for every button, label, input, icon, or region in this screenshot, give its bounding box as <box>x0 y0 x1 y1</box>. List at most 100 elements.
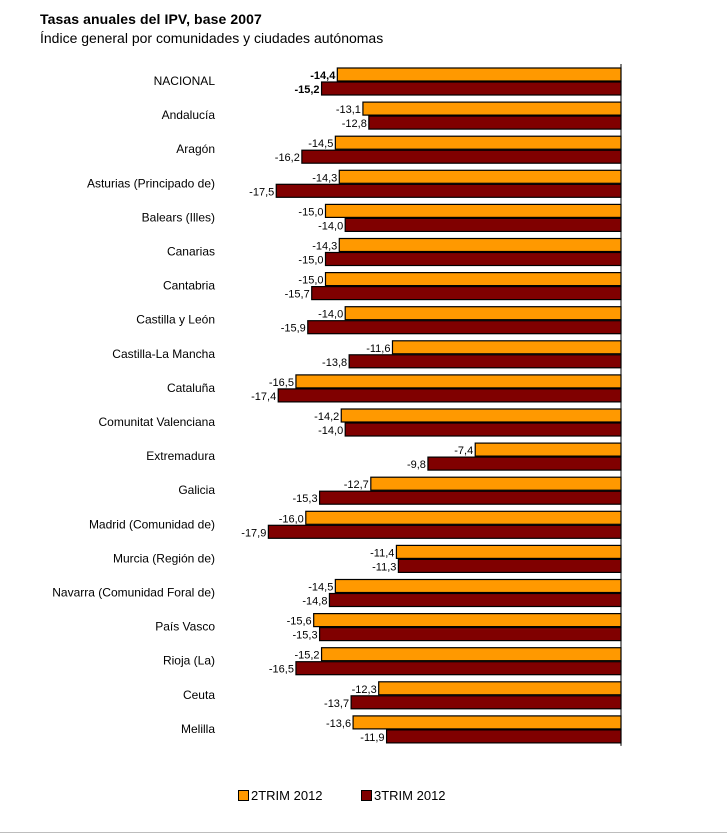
value-label-2trim-comunitat-valenciana: -14,2 <box>314 411 339 423</box>
category-label-castilla-y-leon: Castilla y León <box>136 313 215 327</box>
bar-3trim-cantabria <box>311 286 622 301</box>
bottom-divider <box>0 832 727 833</box>
bar-2trim-andalucia <box>362 101 622 116</box>
bar-3trim-aragon <box>301 149 622 164</box>
category-label-galicia: Galicia <box>178 483 215 497</box>
value-label-3trim-castilla-y-leon: -15,9 <box>281 323 306 335</box>
value-label-3trim-canarias: -15,0 <box>298 255 323 267</box>
bar-2trim-navarra-comunidad-foral-de <box>334 578 622 594</box>
legend-swatch-3trim <box>361 790 372 801</box>
bar-3trim-navarra-comunidad-foral-de <box>328 592 622 608</box>
bar-3trim-canarias <box>324 251 622 267</box>
bar-3trim-castilla-la-mancha <box>348 354 622 369</box>
bar-3trim-madrid-comunidad-de <box>267 524 622 539</box>
value-label-3trim-rioja-la: -16,5 <box>269 664 294 676</box>
chart-subtitle: Índice general por comunidades y ciudade… <box>40 30 384 46</box>
value-label-3trim-nacional: -15,2 <box>294 84 319 96</box>
bar-3trim-galicia <box>318 490 622 505</box>
value-label-2trim-madrid-comunidad-de: -16,0 <box>279 513 304 525</box>
value-label-3trim-extremadura: -9,8 <box>407 459 426 471</box>
value-label-3trim-navarra-comunidad-foral-de: -14,8 <box>302 596 327 608</box>
value-label-3trim-pais-vasco: -15,3 <box>293 630 318 642</box>
value-label-2trim-pais-vasco: -15,6 <box>287 616 312 628</box>
category-label-extremadura: Extremadura <box>146 449 215 463</box>
category-label-cataluna: Cataluña <box>167 381 215 395</box>
bar-2trim-castilla-la-mancha <box>391 340 622 355</box>
category-label-rioja-la: Rioja (La) <box>163 654 215 668</box>
value-label-3trim-comunitat-valenciana: -14,0 <box>318 425 343 437</box>
value-label-3trim-galicia: -15,3 <box>293 493 318 505</box>
bar-3trim-andalucia <box>368 115 622 130</box>
value-label-2trim-rioja-la: -15,2 <box>294 650 319 662</box>
value-label-2trim-canarias: -14,3 <box>312 241 337 253</box>
bar-2trim-pais-vasco <box>313 612 622 628</box>
legend-item-3trim: 3TRIM 2012 <box>361 788 446 803</box>
value-label-2trim-ceuta: -12,3 <box>352 684 377 696</box>
bar-2trim-asturias-principado-de <box>338 169 622 184</box>
value-label-2trim-cataluna: -16,5 <box>269 377 294 389</box>
value-label-3trim-aragon: -16,2 <box>275 152 300 164</box>
category-label-balears-illes: Balears (Illes) <box>142 210 215 224</box>
bar-3trim-asturias-principado-de <box>275 183 622 198</box>
value-label-2trim-andalucia: -13,1 <box>336 104 361 116</box>
bar-2trim-melilla <box>352 715 622 730</box>
bar-3trim-castilla-y-leon <box>307 320 622 335</box>
chart-title: Tasas anuales del IPV, base 2007 <box>40 11 262 27</box>
value-label-2trim-aragon: -14,5 <box>308 138 333 150</box>
category-label-nacional: NACIONAL <box>154 74 216 88</box>
value-label-3trim-cantabria: -15,7 <box>285 289 310 301</box>
bar-3trim-murcia-region-de <box>397 558 622 574</box>
bar-2trim-galicia <box>370 476 622 491</box>
category-label-murcia-region-de: Murcia (Región de) <box>113 551 215 565</box>
legend-item-2trim: 2TRIM 2012 <box>238 788 323 803</box>
bar-2trim-madrid-comunidad-de <box>305 510 622 525</box>
value-label-2trim-castilla-la-mancha: -11,6 <box>366 343 390 355</box>
value-label-3trim-madrid-comunidad-de: -17,9 <box>241 527 266 539</box>
value-label-3trim-asturias-principado-de: -17,5 <box>249 186 274 198</box>
value-label-3trim-cataluna: -17,4 <box>251 391 276 403</box>
legend-label-2trim: 2TRIM 2012 <box>251 788 323 803</box>
category-label-madrid-comunidad-de: Madrid (Comunidad de) <box>89 517 215 531</box>
category-label-castilla-la-mancha: Castilla-La Mancha <box>112 347 215 361</box>
bar-3trim-balears-illes <box>344 217 622 232</box>
category-label-ceuta: Ceuta <box>183 688 215 702</box>
value-label-2trim-asturias-principado-de: -14,3 <box>312 172 337 184</box>
bar-2trim-canarias <box>338 237 622 253</box>
value-label-2trim-galicia: -12,7 <box>344 479 369 491</box>
bar-3trim-rioja-la <box>295 661 622 676</box>
bar-3trim-ceuta <box>350 695 622 710</box>
legend-swatch-2trim <box>238 790 249 801</box>
bar-3trim-comunitat-valenciana <box>344 422 622 437</box>
value-label-3trim-andalucia: -12,8 <box>342 118 367 130</box>
bar-2trim-balears-illes <box>324 203 622 218</box>
bar-2trim-rioja-la <box>320 647 622 662</box>
category-label-melilla: Melilla <box>181 722 215 736</box>
category-label-andalucia: Andalucía <box>162 108 216 122</box>
bar-2trim-ceuta <box>378 681 622 696</box>
value-label-2trim-navarra-comunidad-foral-de: -14,5 <box>308 582 333 594</box>
category-label-navarra-comunidad-foral-de: Navarra (Comunidad Foral de) <box>52 586 215 600</box>
value-label-2trim-murcia-region-de: -11,4 <box>370 547 394 559</box>
bar-2trim-extremadura <box>474 442 622 457</box>
value-label-2trim-cantabria: -15,0 <box>298 275 323 287</box>
bar-3trim-pais-vasco <box>318 626 622 642</box>
value-label-2trim-balears-illes: -15,0 <box>298 206 323 218</box>
value-label-2trim-castilla-y-leon: -14,0 <box>318 309 343 321</box>
value-label-3trim-murcia-region-de: -11,3 <box>372 561 396 573</box>
value-label-3trim-melilla: -11,9 <box>360 732 384 744</box>
category-label-asturias-principado-de: Asturias (Principado de) <box>87 176 215 190</box>
category-label-aragon: Aragón <box>176 142 215 156</box>
bar-2trim-murcia-region-de <box>395 544 622 560</box>
category-label-pais-vasco: País Vasco <box>155 620 215 634</box>
chart-legend: 2TRIM 2012 3TRIM 2012 <box>0 788 727 806</box>
value-label-3trim-ceuta: -13,7 <box>324 698 349 710</box>
bar-2trim-aragon <box>334 135 622 150</box>
bar-chart: NACIONAL -14,4 -15,2 Andalucía -13,1 -12,8 Ara… <box>52 64 622 746</box>
category-label-cantabria: Cantabria <box>163 279 215 293</box>
category-label-canarias: Canarias <box>167 245 215 259</box>
bar-3trim-melilla <box>385 729 622 744</box>
bar-2trim-castilla-y-leon <box>344 306 622 321</box>
value-label-2trim-melilla: -13,6 <box>326 718 351 730</box>
value-label-3trim-balears-illes: -14,0 <box>318 220 343 232</box>
value-label-2trim-nacional: -14,4 <box>310 70 336 82</box>
